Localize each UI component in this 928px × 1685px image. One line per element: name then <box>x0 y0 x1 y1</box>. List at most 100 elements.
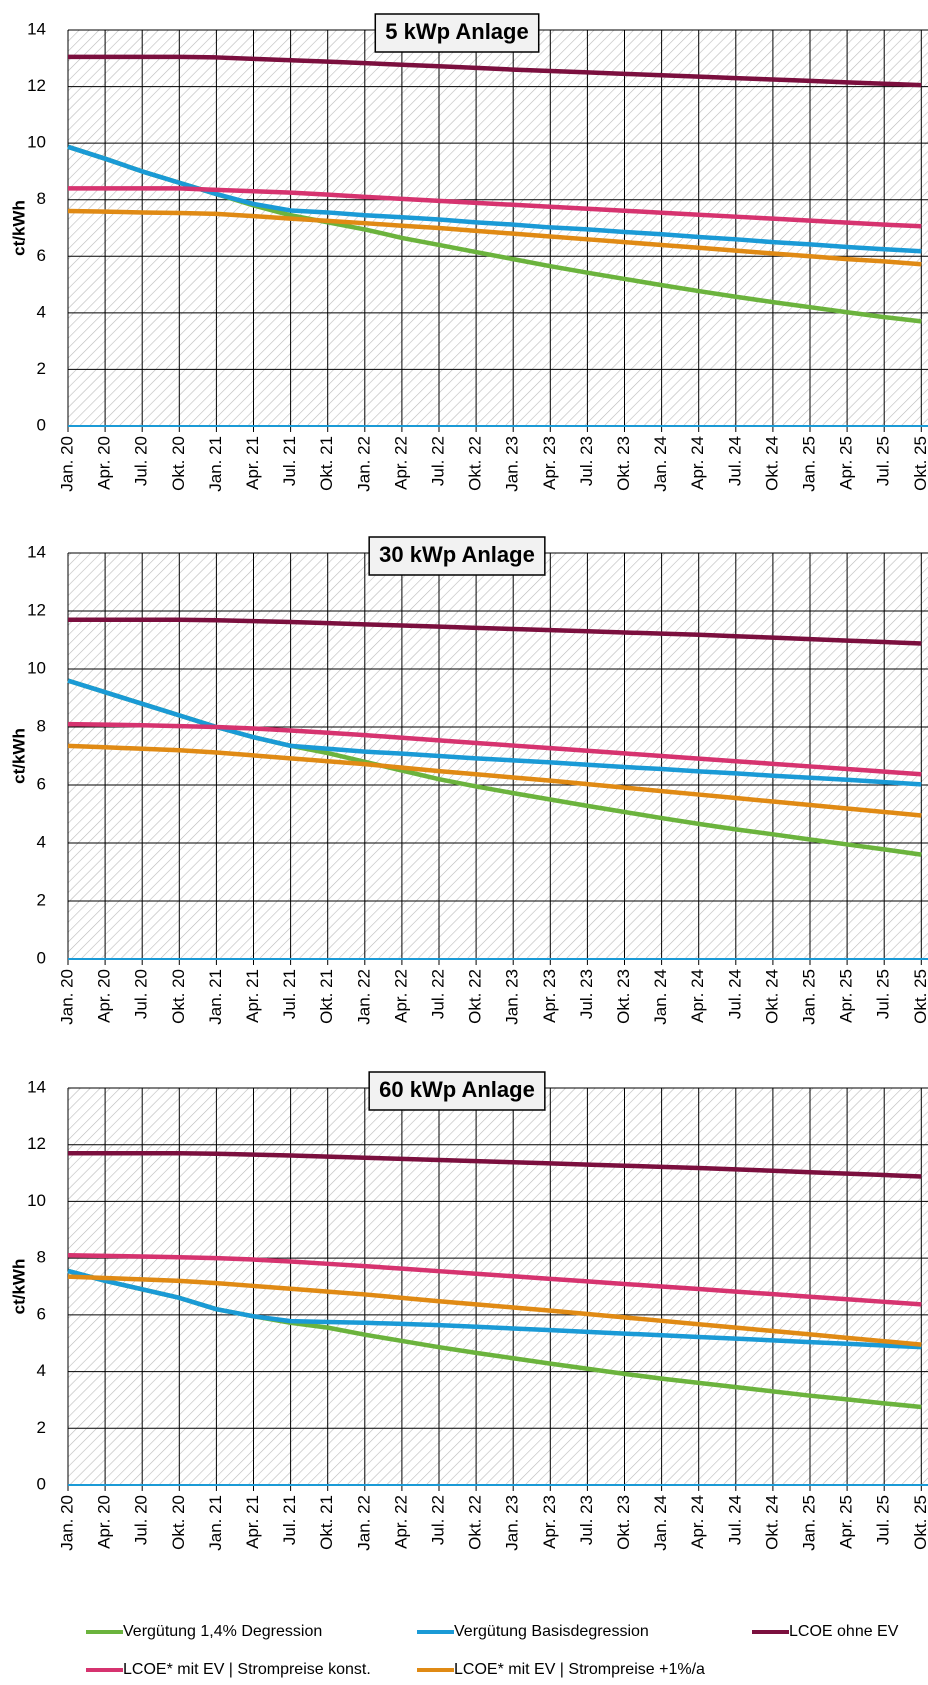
x-tick-label: Jul. 24 <box>725 436 744 486</box>
x-tick-label: Jul. 25 <box>874 1495 893 1545</box>
x-tick-label: Okt. 21 <box>317 1495 336 1550</box>
plot-area <box>68 553 928 959</box>
y-tick-label: 12 <box>27 600 46 619</box>
legend-label: LCOE* mit EV | Strompreise konst. <box>123 1661 371 1678</box>
x-tick-label: Apr. 21 <box>243 1495 262 1549</box>
x-tick-label: Okt. 23 <box>614 969 633 1024</box>
plot-area <box>68 1088 928 1485</box>
x-tick-label: Okt. 21 <box>317 436 336 491</box>
y-tick-label: 6 <box>37 1304 46 1323</box>
series-line <box>67 743 922 818</box>
y-tick-label: 12 <box>27 1134 46 1153</box>
x-tick-label: Jan. 25 <box>799 1495 818 1551</box>
x-tick-label: Okt. 24 <box>762 1495 781 1550</box>
x-tick-label: Apr. 25 <box>837 1495 856 1549</box>
x-tick-label: Jan. 21 <box>206 436 225 492</box>
x-tick-label: Jul. 25 <box>874 969 893 1019</box>
y-tick-label: 8 <box>37 716 46 735</box>
x-tick-label: Jul. 20 <box>132 969 151 1019</box>
x-tick-label: Jul. 21 <box>280 1495 299 1545</box>
y-tick-label: 6 <box>37 774 46 793</box>
y-tick-label: 14 <box>27 542 46 561</box>
x-tick-label: Jan. 20 <box>57 1495 76 1551</box>
x-tick-label: Jan. 24 <box>651 1495 670 1551</box>
x-tick-label: Okt. 20 <box>169 436 188 491</box>
x-tick-label: Okt. 22 <box>466 1495 485 1550</box>
series-line <box>67 144 922 254</box>
x-tick-label: Okt. 22 <box>466 969 485 1024</box>
x-tick-label: Jan. 20 <box>57 969 76 1025</box>
x-tick-label: Jan. 23 <box>503 969 522 1025</box>
series-line <box>68 1150 922 1179</box>
x-tick-label: Jan. 20 <box>57 436 76 492</box>
chart-title: 5 kWp Anlage <box>385 19 528 44</box>
y-tick-label: 12 <box>27 76 46 95</box>
x-tick-label: Apr. 20 <box>95 436 114 490</box>
x-tick-label: Jan. 24 <box>651 436 670 492</box>
chart-title: 60 kWp Anlage <box>379 1077 535 1102</box>
series-line <box>67 1268 922 1350</box>
y-tick-label: 14 <box>27 1077 46 1096</box>
x-tick-label: Okt. 22 <box>466 436 485 491</box>
x-tick-label: Apr. 25 <box>837 969 856 1023</box>
y-tick-label: 10 <box>27 658 46 677</box>
y-tick-label: 0 <box>37 415 46 434</box>
series-line <box>67 1274 922 1347</box>
series-line <box>68 617 922 646</box>
x-tick-label: Okt. 21 <box>317 969 336 1024</box>
x-tick-label: Okt. 25 <box>911 1495 928 1550</box>
x-tick-label: Jul. 22 <box>428 1495 447 1545</box>
y-tick-label: 6 <box>37 246 46 265</box>
y-tick-label: 10 <box>27 1191 46 1210</box>
y-tick-label: 10 <box>27 133 46 152</box>
x-tick-label: Jan. 23 <box>503 1495 522 1551</box>
x-tick-label: Jan. 25 <box>799 969 818 1025</box>
x-tick-label: Apr. 25 <box>837 436 856 490</box>
x-tick-label: Apr. 20 <box>95 1495 114 1549</box>
series-line <box>68 186 922 229</box>
x-tick-label: Jul. 22 <box>428 436 447 486</box>
x-tick-label: Okt. 20 <box>169 1495 188 1550</box>
series-line <box>68 54 922 88</box>
x-tick-label: Jan. 22 <box>354 1495 373 1551</box>
legend-label: LCOE ohne EV <box>789 1623 899 1640</box>
legend-label: Vergütung Basisdegression <box>454 1623 649 1640</box>
x-tick-label: Okt. 25 <box>911 436 928 491</box>
legend-label: LCOE* mit EV | Strompreise +1%/a <box>454 1661 705 1678</box>
title-box <box>368 1071 546 1111</box>
y-tick-label: 0 <box>37 948 46 967</box>
chart-title: 30 kWp Anlage <box>379 542 535 567</box>
x-tick-label: Jul. 20 <box>132 1495 151 1545</box>
plot-area <box>68 30 928 426</box>
x-tick-label: Jul. 21 <box>280 436 299 486</box>
x-tick-label: Jul. 22 <box>428 969 447 1019</box>
y-tick-label: 14 <box>27 19 46 38</box>
x-tick-label: Jan. 21 <box>206 1495 225 1551</box>
x-tick-label: Apr. 23 <box>540 969 559 1023</box>
y-tick-label: 4 <box>37 832 46 851</box>
x-tick-label: Okt. 20 <box>169 969 188 1024</box>
x-tick-label: Jan. 25 <box>799 436 818 492</box>
y-tick-label: 2 <box>37 890 46 909</box>
x-tick-label: Jan. 22 <box>354 436 373 492</box>
series-line <box>67 721 922 777</box>
x-tick-label: Jul. 21 <box>280 969 299 1019</box>
x-tick-label: Apr. 24 <box>688 1495 707 1549</box>
x-tick-label: Okt. 23 <box>614 436 633 491</box>
x-tick-label: Apr. 24 <box>688 436 707 490</box>
x-tick-label: Jan. 22 <box>354 969 373 1025</box>
y-tick-label: 4 <box>37 1361 46 1380</box>
x-tick-label: Jul. 20 <box>132 436 151 486</box>
x-tick-label: Apr. 21 <box>243 436 262 490</box>
x-tick-label: Jan. 21 <box>206 969 225 1025</box>
y-axis-label: ct/kWh <box>9 200 28 256</box>
y-axis-label: ct/kWh <box>9 1259 28 1315</box>
y-tick-label: 0 <box>37 1474 46 1493</box>
x-tick-label: Apr. 23 <box>540 1495 559 1549</box>
y-tick-label: 8 <box>37 1248 46 1267</box>
series-line <box>67 208 922 267</box>
x-tick-label: Apr. 21 <box>243 969 262 1023</box>
y-tick-label: 4 <box>37 302 46 321</box>
x-tick-label: Okt. 24 <box>762 969 781 1024</box>
